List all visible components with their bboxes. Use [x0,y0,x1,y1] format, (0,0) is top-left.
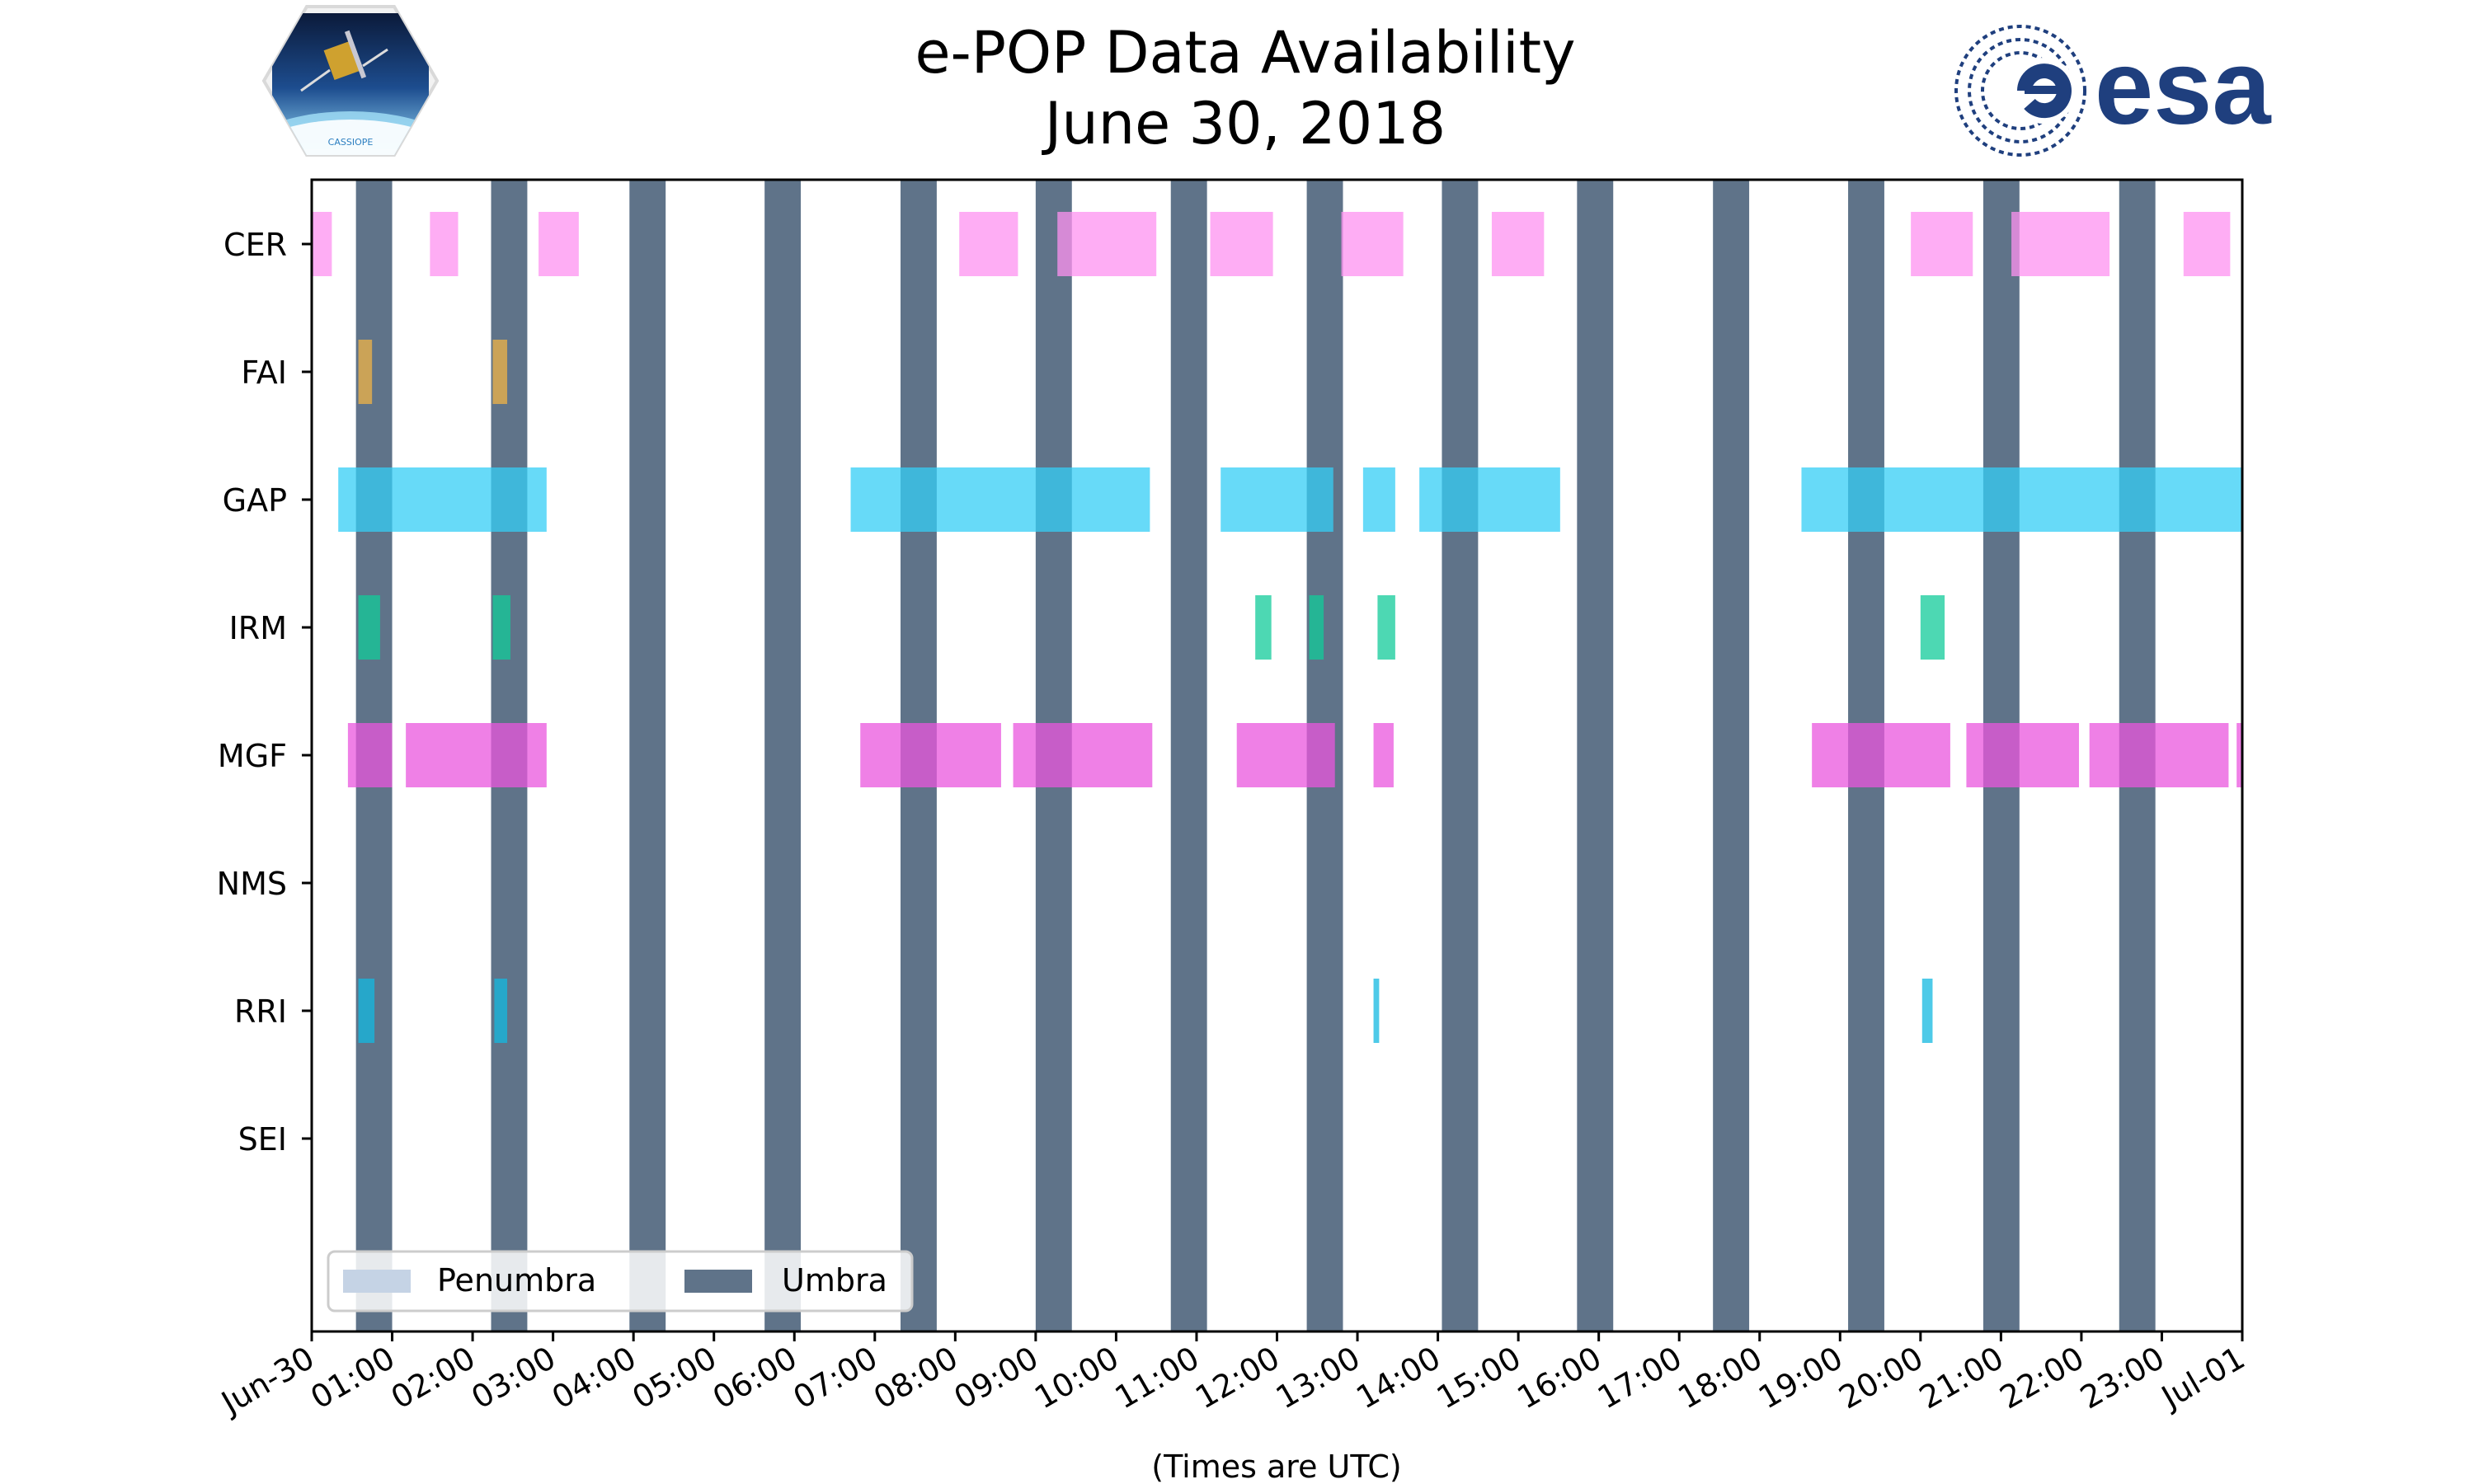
x-tick-label: 04:00 [546,1340,642,1416]
x-tick-label: 16:00 [1511,1340,1607,1416]
bar-rri [494,979,508,1043]
bar-mgf [1812,723,1950,787]
legend-label-umbra: Umbra [782,1262,887,1298]
bar-gap [1221,467,1333,532]
umbra-band [1713,180,1750,1331]
x-tick-label: 22:00 [1994,1340,2091,1416]
bar-mgf [1013,723,1153,787]
legend-box [327,1250,914,1313]
bar-irm [1377,595,1395,660]
chart-subtitle: June 30, 2018 [1042,90,1446,157]
x-tick-label: 20:00 [1832,1340,1929,1416]
bar-irm [1255,595,1272,660]
bar-irm [1920,595,1945,660]
bar-mgf [860,723,1001,787]
bar-cer [539,212,579,276]
y-tick-label: MGF [218,738,287,774]
x-tick-label: 06:00 [707,1340,803,1416]
bar-cer [1341,212,1404,276]
umbra-band [1170,180,1207,1331]
esa-emblem-icon [1954,25,2086,157]
y-tick-label: GAP [223,482,287,519]
bar-cer [430,212,459,276]
esa-logo-text: esa [2095,29,2271,147]
y-tick-label: FAI [241,355,287,391]
bar-cer [1057,212,1157,276]
bar-rri [1921,979,1933,1043]
umbra-band [1577,180,1614,1331]
umbra-band [629,180,666,1331]
x-tick-label: 07:00 [787,1340,883,1416]
x-tick-label: 05:00 [626,1340,722,1416]
bar-mgf [2236,723,2242,787]
bar-gap [338,467,547,532]
x-axis: Jun-3001:0002:0003:0004:0005:0006:0007:0… [214,1331,2251,1422]
umbra-band [764,180,802,1331]
bar-irm [358,595,380,660]
x-tick-label: 18:00 [1672,1340,1768,1416]
x-tick-label: 23:00 [2074,1340,2171,1416]
y-tick-label: CER [223,227,287,263]
x-tick-label: 08:00 [868,1340,964,1416]
bar-mgf [1966,723,2079,787]
umbra-band [1442,180,1479,1331]
x-tick-label: 15:00 [1431,1340,1527,1416]
bar-cer [2011,212,2110,276]
plot-area: CER FAI GAP IRM MGF NMS RRI SEI Jun-3001:0002:0… [214,178,2251,1422]
x-tick-label: 14:00 [1350,1340,1446,1416]
bar-mgf [406,723,547,787]
x-axis-label: (Times are UTC) [1151,1449,1401,1484]
bar-cer [1210,212,1273,276]
y-axis: CER FAI GAP IRM MGF NMS RRI SEI [217,227,312,1158]
x-tick-label: Jun-30 [214,1340,321,1422]
bar-irm [1309,595,1324,660]
bar-rri [1373,979,1380,1043]
x-tick-label: 09:00 [948,1340,1045,1416]
legend-swatch-penumbra [343,1270,411,1293]
bar-gap [850,467,1150,532]
x-tick-label: 10:00 [1028,1340,1125,1416]
bar-mgf [1373,723,1394,787]
bar-fai [358,340,373,404]
x-tick-label: 19:00 [1752,1340,1849,1416]
x-tick-label: 11:00 [1109,1340,1206,1416]
legend-label-penumbra: Penumbra [437,1262,596,1298]
esa-logo: esa [1954,25,2271,157]
bar-cer [312,212,332,276]
x-tick-label: 03:00 [465,1340,562,1416]
bar-cer [1911,212,1973,276]
x-tick-label: 02:00 [385,1340,482,1416]
x-tick-label: Jul-01 [2154,1340,2251,1416]
bar-cer [959,212,1018,276]
x-tick-label: 13:00 [1270,1340,1366,1416]
cassiope-logo-text: CASSIOPE [328,137,374,148]
y-tick-label: RRI [234,993,287,1030]
x-tick-label: 17:00 [1592,1340,1688,1416]
legend-swatch-umbra [684,1270,752,1293]
bar-mgf [1236,723,1335,787]
bar-irm [492,595,510,660]
x-tick-label: 12:00 [1189,1340,1286,1416]
bar-fai [492,340,508,404]
instrument-bars [312,212,2242,1043]
x-tick-label: 21:00 [1913,1340,2010,1416]
legend: Penumbra Umbra [327,1250,914,1313]
bar-gap [1362,467,1395,532]
bar-gap [1419,467,1560,532]
y-tick-label: SEI [238,1121,287,1158]
bar-mgf [347,723,393,787]
bar-cer [2183,212,2231,276]
chart-title: e-POP Data Availability [915,19,1575,87]
bar-gap [1801,467,2242,532]
bar-rri [358,979,375,1043]
y-tick-label: NMS [217,866,287,902]
bar-mgf [2089,723,2229,787]
y-tick-label: IRM [229,610,287,646]
x-tick-label: 01:00 [304,1340,401,1416]
satellite-icon [300,30,388,92]
bar-cer [1491,212,1545,276]
